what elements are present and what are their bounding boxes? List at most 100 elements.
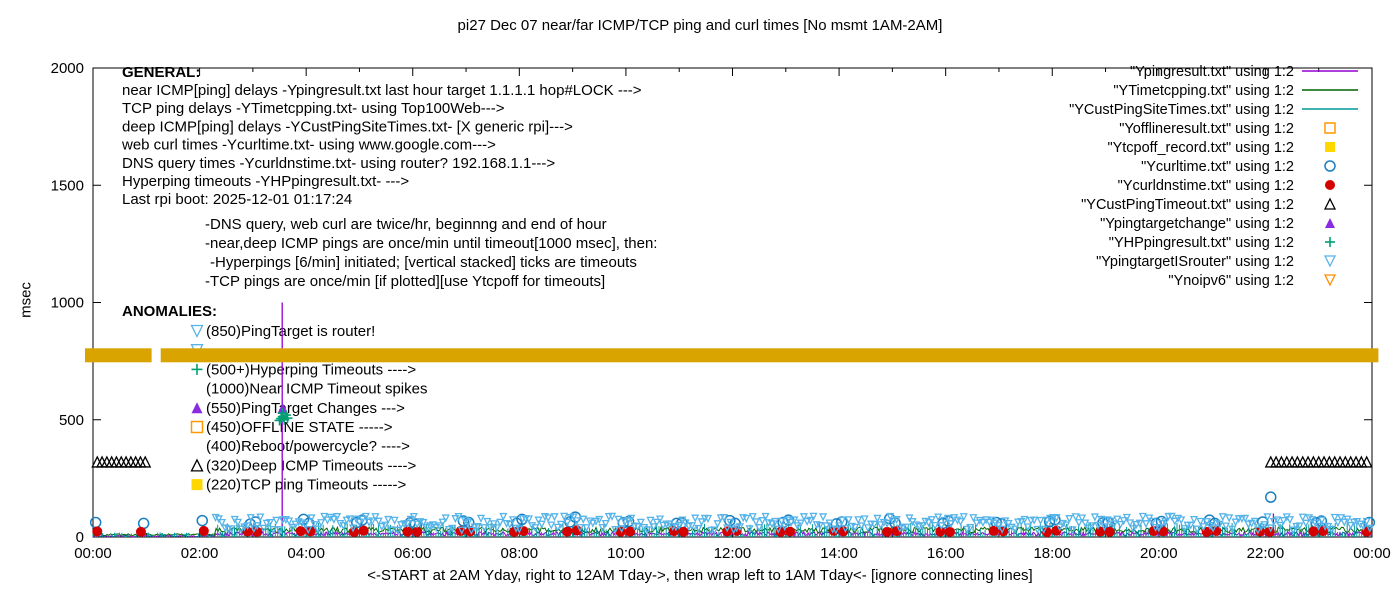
marker-triangle-down-open-icon: [838, 516, 847, 525]
marker-triangle-down-open-icon: [687, 522, 697, 531]
marker-circle-filled-icon: [678, 526, 689, 537]
marker-triangle-down-open-icon: [256, 513, 265, 522]
marker-triangle-down-open-icon: [473, 523, 482, 532]
marker-triangle-down-open-icon: [368, 517, 377, 526]
marker-triangle-down-open-icon: [409, 512, 418, 522]
marker-circle-filled-icon: [944, 526, 955, 537]
marker-triangle-down-open-icon: [809, 512, 818, 521]
marker-circle-filled-icon: [1308, 526, 1319, 537]
chart-title: pi27 Dec 07 near/far ICMP/TCP ping and c…: [457, 17, 943, 34]
anomaly-line: (320)Deep ICMP Timeouts ---->: [206, 457, 416, 474]
marker-triangle-down-open-icon: [419, 518, 428, 528]
marker-triangle-down-open-icon: [748, 513, 757, 522]
marker-triangle-down-open-icon: [1228, 525, 1237, 534]
marker-triangle-down-open-icon: [1295, 522, 1304, 531]
marker-triangle-down-open-icon: [406, 515, 415, 524]
marker-triangle-down-open-icon: [803, 517, 812, 526]
legend-label: "YCustPingTimeout.txt" using 1:2: [1081, 197, 1294, 213]
marker-triangle-down-open-icon: [333, 513, 342, 522]
marker-triangle-down-open-icon: [771, 517, 780, 527]
marker-triangle-down-open-icon: [998, 525, 1007, 534]
marker-triangle-down-open-icon: [1017, 517, 1026, 527]
marker-triangle-down-open-icon: [777, 517, 786, 526]
legend-label: "Ycurltime.txt" using 1:2: [1141, 159, 1294, 175]
marker-triangle-down-open-icon: [1004, 519, 1013, 529]
marker-triangle-down-open-icon: [1359, 522, 1368, 531]
anomaly-line: (450)OFFLINE STATE ----->: [206, 419, 393, 436]
marker-triangle-down-open-icon: [937, 522, 946, 531]
marker-triangle-down-open-icon: [288, 523, 297, 532]
marker-triangle-down-open-icon: [882, 519, 892, 528]
marker-triangle-down-open-icon: [1132, 520, 1141, 530]
marker-triangle-down-open-icon: [585, 517, 594, 526]
marker-triangle-down-open-icon: [857, 522, 866, 531]
marker-triangle-down-open-icon: [697, 518, 706, 527]
marker-triangle-down-open-icon: [441, 514, 450, 523]
marker-triangle-down-open-icon: [611, 525, 620, 535]
x-tick-label: 06:00: [394, 545, 432, 562]
marker-triangle-down-open-icon: [588, 519, 597, 528]
marker-triangle-down-open-icon: [595, 515, 604, 525]
marker-triangle-down-open-icon: [863, 524, 872, 533]
y-tick-label: 2000: [51, 60, 84, 77]
marker-triangle-down-open-icon: [1202, 518, 1211, 527]
marker-triangle-down-open-icon: [1167, 512, 1176, 521]
marker-triangle-down-open-icon: [1276, 521, 1285, 530]
marker-triangle-down-open-icon: [643, 526, 652, 535]
marker-circle-filled-icon: [198, 525, 209, 536]
marker-triangle-down-open-icon: [435, 522, 444, 531]
marker-triangle-down-open-icon: [285, 517, 294, 526]
x-tick-label: 10:00: [607, 545, 645, 562]
marker-triangle-down-open-icon: [735, 523, 745, 532]
marker-triangle-down-open-icon: [825, 519, 834, 528]
marker-triangle-down-open-icon: [1327, 525, 1336, 535]
marker-triangle-down-open-icon: [569, 513, 578, 522]
marker-triangle-down-open-icon: [787, 518, 796, 527]
marker-triangle-down-open-icon: [361, 512, 370, 521]
marker-triangle-down-open-icon: [1116, 520, 1125, 530]
y-tick-label: 0: [76, 529, 84, 546]
x-tick-label: 02:00: [181, 545, 219, 562]
marker-triangle-down-open-icon: [528, 522, 537, 531]
marker-triangle-down-open-icon: [793, 522, 802, 531]
general-line: Hyperping timeouts -YHPpingresult.txt- -…: [122, 173, 409, 190]
marker-triangle-down-open-icon: [1126, 519, 1135, 528]
marker-triangle-down-open-icon: [1305, 514, 1314, 523]
marker-circle-filled-icon: [882, 526, 893, 537]
marker-triangle-down-open-icon: [751, 518, 760, 527]
marker-triangle-down-open-icon: [345, 515, 354, 524]
anomaly-line: (220)TCP ping Timeouts ----->: [206, 477, 406, 494]
marker-triangle-down-open-icon: [253, 522, 262, 531]
marker-triangle-up-open-icon: [1360, 455, 1373, 468]
marker-triangle-down-open-icon: [1314, 522, 1323, 531]
marker-triangle-down-open-icon: [508, 516, 517, 525]
marker-triangle-down-open-icon: [387, 526, 396, 535]
anomaly-line: (500+)Hyperping Timeouts ---->: [206, 361, 416, 378]
marker-triangle-down-open-icon: [1033, 525, 1042, 535]
x-tick-label: 12:00: [714, 545, 752, 562]
marker-triangle-down-open-icon: [1119, 517, 1128, 526]
marker-triangle-up-filled-icon: [1325, 218, 1335, 228]
marker-circle-filled-icon: [775, 526, 786, 537]
marker-triangle-down-open-icon: [560, 512, 569, 521]
y-tick-label: 500: [59, 412, 84, 429]
marker-triangle-down-open-icon: [1260, 521, 1269, 530]
anomaly-line: (850)PingTarget is router!: [206, 323, 375, 340]
general-line: web curl times -Ycurltime.txt- using www…: [121, 137, 496, 154]
marker-triangle-down-open-icon: [1055, 523, 1064, 532]
marker-triangle-down-open-icon: [237, 525, 246, 534]
marker-triangle-down-open-icon: [1323, 255, 1337, 268]
marker-triangle-down-open-icon: [1039, 525, 1048, 535]
marker-triangle-down-open-icon: [1250, 517, 1259, 526]
marker-triangle-down-open-icon: [592, 517, 601, 526]
y-tick-label: 1500: [51, 177, 84, 194]
marker-triangle-down-open-icon: [1225, 514, 1234, 523]
legend-label: "YTimetcpping.txt" using 1:2: [1113, 83, 1294, 99]
marker-triangle-down-open-icon: [1257, 523, 1266, 532]
marker-triangle-down-open-icon: [1221, 522, 1231, 531]
marker-triangle-down-open-icon: [1298, 513, 1307, 522]
marker-triangle-down-open-icon: [978, 518, 988, 528]
marker-triangle-down-open-icon: [1333, 519, 1342, 528]
marker-triangle-down-open-icon: [1042, 516, 1051, 525]
marker-triangle-down-open-icon: [806, 516, 815, 525]
